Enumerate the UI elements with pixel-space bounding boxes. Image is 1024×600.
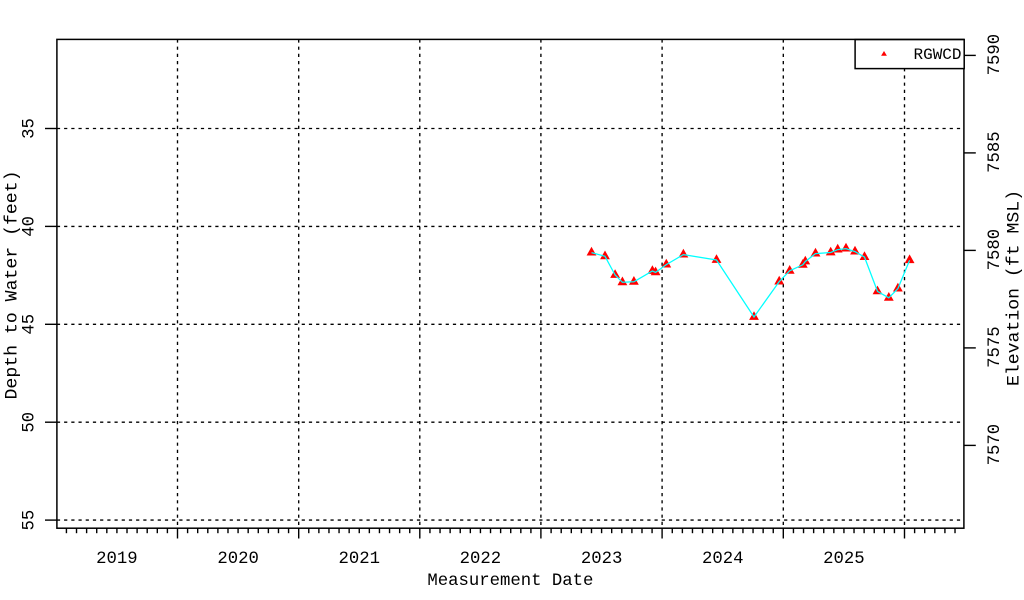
svg-text:7590: 7590 [986,34,1005,75]
svg-text:40: 40 [21,216,40,237]
svg-text:2023: 2023 [581,550,622,569]
svg-text:7575: 7575 [986,326,1005,367]
svg-text:7580: 7580 [986,229,1005,270]
svg-text:Measurement Date: Measurement Date [427,572,593,591]
svg-text:2022: 2022 [460,550,501,569]
svg-text:2020: 2020 [217,550,258,569]
svg-text:7585: 7585 [986,131,1005,172]
svg-text:7570: 7570 [986,424,1005,465]
svg-text:35: 35 [21,118,40,139]
svg-text:45: 45 [21,314,40,335]
svg-text:Elevation (ft MSL): Elevation (ft MSL) [1006,190,1024,386]
svg-text:2025: 2025 [823,550,864,569]
svg-text:55: 55 [21,510,40,531]
svg-text:50: 50 [21,412,40,433]
svg-text:Depth to Water (feet): Depth to Water (feet) [3,171,22,400]
svg-text:2019: 2019 [96,550,137,569]
svg-text:2021: 2021 [338,550,379,569]
svg-text:RGWCD: RGWCD [914,46,962,64]
svg-text:2024: 2024 [702,550,743,569]
